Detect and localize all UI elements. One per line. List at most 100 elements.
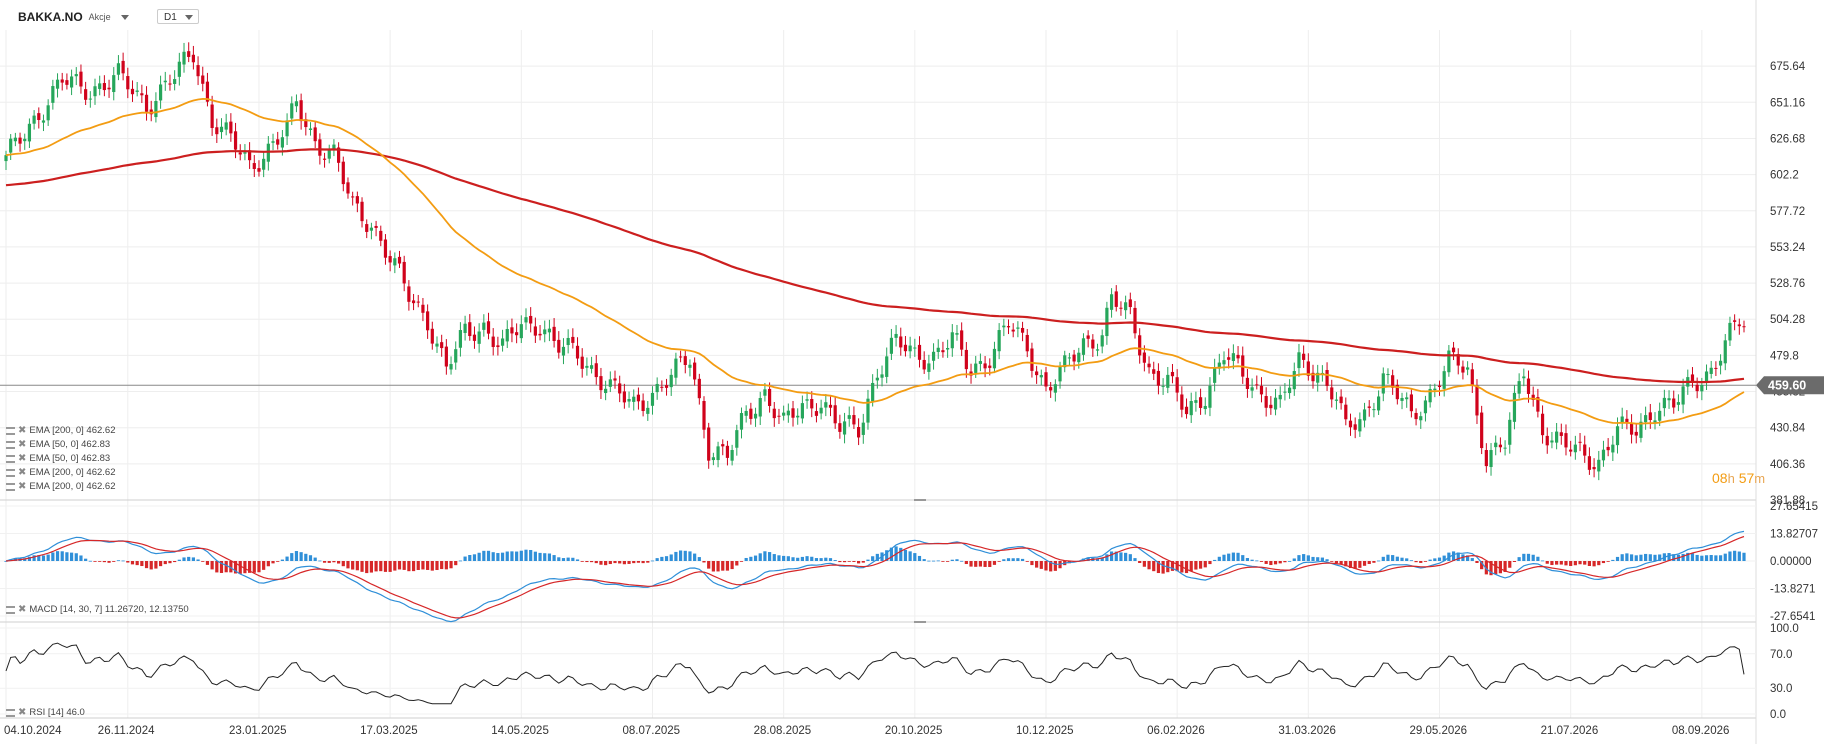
settings-icon[interactable] — [6, 454, 15, 463]
macd-bar — [337, 561, 341, 564]
legend-rsi[interactable]: ✖ RSI [14] 46.0 — [6, 707, 85, 718]
candle-body — [744, 410, 748, 416]
candle-body — [355, 196, 359, 204]
candle-body — [496, 345, 500, 348]
candle-body — [1287, 387, 1292, 394]
chevron-down-icon[interactable] — [185, 15, 193, 20]
macd-bar — [805, 556, 809, 562]
candle-body — [233, 131, 238, 150]
settings-icon[interactable] — [6, 708, 15, 717]
candle-body — [538, 333, 542, 336]
macd-bar — [1494, 561, 1498, 575]
macd-bar — [294, 551, 299, 562]
settings-icon[interactable] — [6, 426, 15, 435]
macd-bar — [130, 561, 135, 565]
close-icon[interactable]: ✖ — [18, 604, 27, 615]
candle-body — [725, 445, 730, 458]
candle-body — [683, 356, 687, 365]
macd-bar — [341, 561, 345, 567]
candle-body — [215, 127, 219, 135]
close-icon[interactable]: ✖ — [18, 467, 27, 478]
candle-body — [13, 137, 17, 142]
candle-body — [1437, 385, 1442, 388]
candle-body — [280, 137, 284, 148]
macd-bar — [1194, 561, 1198, 570]
macd-bar — [1053, 561, 1057, 571]
candle-body — [758, 398, 762, 417]
candle-body — [201, 75, 205, 84]
close-icon[interactable]: ✖ — [18, 707, 27, 718]
macd-bar — [1124, 552, 1128, 562]
macd-bar — [1128, 554, 1132, 562]
resize-handle — [914, 499, 926, 501]
macd-bar — [304, 553, 308, 562]
candle-body — [1072, 354, 1076, 362]
symbol-dropdown-icon[interactable] — [120, 14, 129, 20]
macd-bar — [23, 558, 27, 562]
close-icon[interactable]: ✖ — [18, 453, 27, 464]
candle-body — [1601, 449, 1606, 461]
legend-ema-3[interactable]: ✖ EMA [50, 0] 462.83 — [6, 453, 110, 464]
candle-body — [1316, 372, 1320, 383]
macd-bar — [55, 551, 60, 562]
macd-bar — [828, 558, 833, 562]
close-icon[interactable]: ✖ — [18, 481, 27, 492]
macd-bar — [711, 561, 715, 572]
candle-body — [978, 361, 983, 364]
candle-body — [1362, 409, 1367, 421]
macd-bar — [913, 553, 917, 561]
settings-icon[interactable] — [6, 468, 15, 477]
candle-body — [1737, 324, 1741, 327]
candle-body — [946, 347, 950, 350]
candle-body — [1587, 456, 1592, 470]
candle-body — [393, 258, 397, 266]
candle-body — [318, 139, 322, 156]
settings-icon[interactable] — [6, 482, 15, 491]
candle-body — [1409, 394, 1413, 412]
macd-bar — [1372, 561, 1376, 563]
macd-bar — [561, 558, 566, 562]
macd-tick-label: 0.00000 — [1770, 556, 1812, 568]
legend-ema-2[interactable]: ✖ EMA [50, 0] 462.83 — [6, 439, 110, 450]
candle-body — [1049, 387, 1053, 391]
legend-ema-4[interactable]: ✖ EMA [200, 0] 462.62 — [6, 467, 115, 478]
macd-bar — [219, 561, 224, 573]
close-icon[interactable]: ✖ — [18, 425, 27, 436]
date-tick-label: 10.12.2025 — [1016, 725, 1074, 737]
macd-bar — [430, 561, 434, 571]
timeframe-selector[interactable]: D1 — [157, 9, 199, 24]
legend-ema-5[interactable]: ✖ EMA [200, 0] 462.62 — [6, 481, 115, 492]
macd-bar — [163, 561, 167, 565]
candle-body — [917, 344, 922, 360]
legend-ema-1[interactable]: ✖ EMA [200, 0] 462.62 — [6, 425, 115, 436]
macd-bar — [1339, 561, 1343, 565]
candle-body — [1344, 404, 1348, 420]
candle-body — [871, 382, 875, 402]
legend-macd[interactable]: ✖ MACD [14, 30, 7] 11.26720, 12.13750 — [6, 604, 189, 615]
macd-bar — [552, 555, 556, 562]
candle-body — [1133, 307, 1137, 334]
candle-body — [515, 332, 519, 336]
macd-bar — [974, 561, 978, 567]
macd-bar — [632, 561, 636, 564]
date-tick-label: 06.02.2026 — [1147, 725, 1205, 737]
settings-icon[interactable] — [6, 440, 15, 449]
symbol-header[interactable]: BAKKA.NO Akcje — [18, 10, 129, 24]
settings-icon[interactable] — [6, 605, 15, 614]
legend-label: EMA [50, 0] 462.83 — [29, 439, 111, 450]
candle-body — [1138, 335, 1142, 356]
candle-body — [1222, 360, 1226, 365]
macd-bar — [1002, 559, 1006, 562]
candle-body — [805, 399, 809, 401]
candle-body — [688, 364, 692, 368]
macd-bar — [472, 554, 477, 562]
candle-body — [1306, 361, 1310, 376]
candle-body — [1658, 410, 1662, 421]
macd-bar — [1030, 561, 1034, 566]
close-icon[interactable]: ✖ — [18, 439, 27, 450]
candle-body — [1606, 446, 1610, 451]
macd-bar — [608, 561, 612, 565]
candle-body — [1086, 335, 1090, 339]
macd-bar — [992, 561, 997, 565]
